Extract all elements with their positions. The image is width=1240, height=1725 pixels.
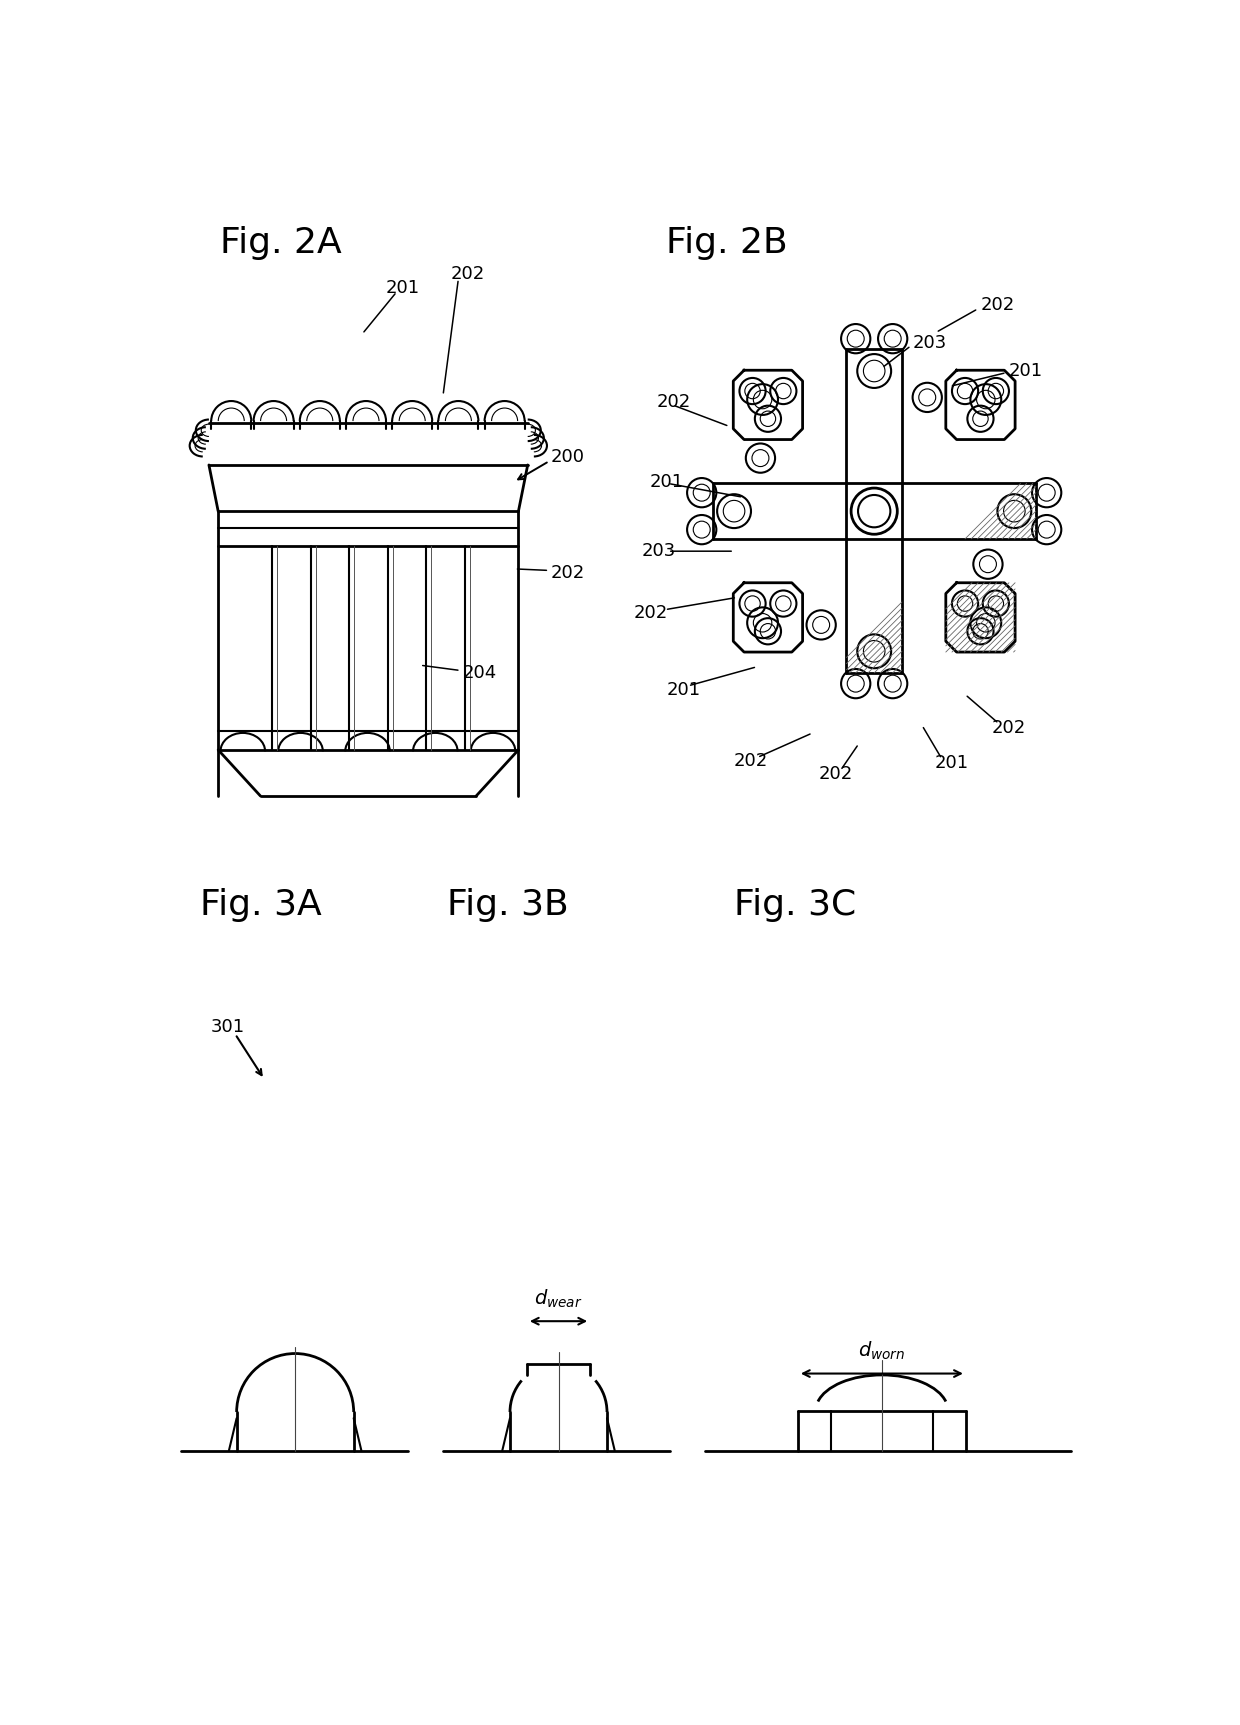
Text: Fig. 3B: Fig. 3B: [446, 888, 568, 923]
Text: 202: 202: [450, 266, 485, 283]
Text: 201: 201: [1009, 362, 1043, 380]
Text: Fig. 3A: Fig. 3A: [201, 888, 322, 923]
Text: 201: 201: [666, 681, 701, 699]
Text: 200: 200: [551, 448, 585, 466]
Text: Fig. 3C: Fig. 3C: [734, 888, 857, 923]
Text: $d_{wear}$: $d_{wear}$: [534, 1287, 583, 1309]
Text: 202: 202: [734, 752, 769, 771]
Text: 203: 203: [913, 335, 947, 352]
Text: 301: 301: [211, 1018, 244, 1037]
Text: 202: 202: [551, 564, 585, 581]
Text: 203: 203: [641, 542, 676, 561]
Text: 202: 202: [991, 719, 1025, 737]
Text: 202: 202: [657, 393, 692, 411]
Text: 201: 201: [386, 279, 419, 297]
Text: 202: 202: [981, 295, 1014, 314]
Text: 201: 201: [650, 473, 683, 492]
Text: $d_{worn}$: $d_{worn}$: [858, 1340, 905, 1363]
Text: Fig. 2B: Fig. 2B: [666, 226, 787, 260]
Text: 202: 202: [818, 766, 853, 783]
Text: Fig. 2A: Fig. 2A: [219, 226, 341, 260]
Text: 202: 202: [634, 604, 668, 621]
Text: 204: 204: [463, 664, 496, 681]
Text: 201: 201: [934, 754, 968, 773]
